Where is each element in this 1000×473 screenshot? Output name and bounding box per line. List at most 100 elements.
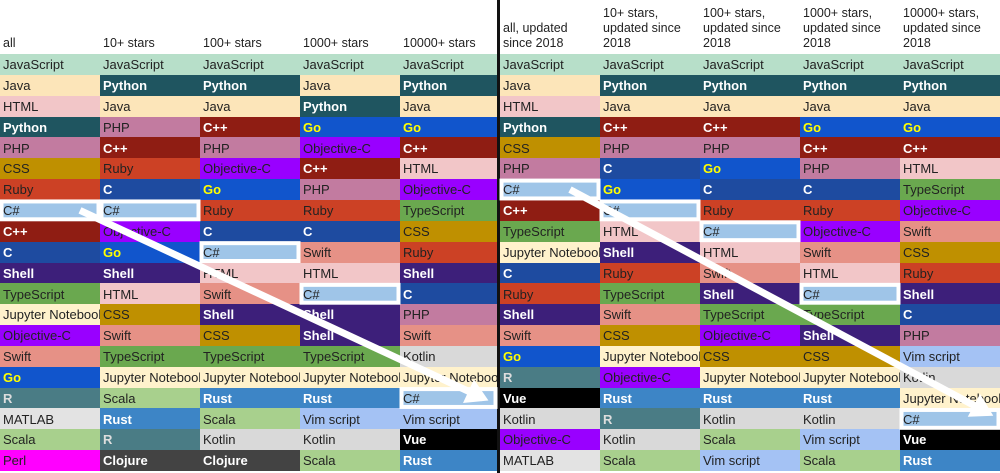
language-cell: Rust (800, 387, 900, 409)
column-header: 10000+ stars (400, 0, 497, 54)
language-cell: CSS (400, 220, 497, 243)
language-cell: Jupyter Notebook (300, 366, 400, 389)
language-cell: Python (100, 74, 200, 97)
language-cell: CSS (100, 304, 200, 326)
language-cell: PHP (600, 137, 700, 159)
language-cell: C (200, 220, 300, 243)
language-cell: TypeScript (500, 220, 600, 243)
language-cell: Python (800, 74, 900, 97)
language-cell: Swift (200, 283, 300, 305)
language-cell: Shell (600, 241, 700, 263)
language-cell: Java (300, 74, 400, 97)
language-cell: C# (100, 199, 200, 222)
language-cell: C (600, 158, 700, 180)
language-cell: PHP (100, 116, 200, 138)
language-cell: CSS (500, 137, 600, 159)
language-cell: Vue (500, 387, 600, 409)
language-cell: Python (400, 74, 497, 97)
language-cell: Objective-C (0, 325, 100, 347)
language-cell: Go (900, 116, 1000, 138)
language-cell: Kotlin (300, 429, 400, 451)
language-cell: PHP (300, 179, 400, 201)
language-cell: TypeScript (800, 304, 900, 326)
language-cell: Objective-C (300, 137, 400, 159)
language-cell: HTML (300, 262, 400, 284)
language-cell: Python (600, 74, 700, 97)
language-cell: Kotlin (600, 429, 700, 451)
language-cell: PHP (400, 304, 497, 326)
language-cell: Perl (0, 450, 100, 472)
language-cell: Java (400, 95, 497, 118)
language-cell: Go (200, 179, 300, 201)
language-cell: C++ (300, 158, 400, 180)
language-cell: Swift (700, 262, 800, 284)
language-cell: TypeScript (200, 345, 300, 368)
language-cell: HTML (800, 262, 900, 284)
language-cell: C (800, 179, 900, 201)
language-cell: CSS (800, 345, 900, 368)
language-cell: Vim script (400, 408, 497, 430)
language-cell: Objective-C (500, 429, 600, 451)
language-cell: Scala (700, 429, 800, 451)
language-cell: TypeScript (300, 345, 400, 368)
language-cell: Vim script (800, 429, 900, 451)
language-cell: C (500, 262, 600, 284)
language-cell: CSS (600, 325, 700, 347)
language-cell: JavaScript (600, 54, 700, 76)
language-cell: TypeScript (100, 345, 200, 368)
language-cell: Rust (600, 387, 700, 409)
language-cell: JavaScript (0, 54, 100, 76)
language-cell: Go (300, 116, 400, 138)
language-cell: C++ (500, 199, 600, 222)
language-cell: Rust (700, 387, 800, 409)
language-cell: Shell (800, 325, 900, 347)
language-cell: PHP (0, 137, 100, 159)
language-cell: C++ (0, 220, 100, 243)
language-cell: Kotlin (900, 366, 1000, 389)
language-cell: Java (600, 95, 700, 118)
language-cell: Scala (600, 450, 700, 472)
language-cell: Ruby (400, 241, 497, 263)
language-cell: CSS (700, 345, 800, 368)
language-cell: CSS (900, 241, 1000, 263)
language-cell: Objective-C (200, 158, 300, 180)
language-cell: PHP (500, 158, 600, 180)
language-cell: Swift (900, 220, 1000, 243)
language-cell: Ruby (100, 158, 200, 180)
column-header: 1000+ stars, updated since 2018 (800, 0, 900, 54)
language-cell: R (500, 366, 600, 389)
language-cell: C++ (600, 116, 700, 138)
language-cell: C# (400, 387, 497, 409)
language-cell: Vue (400, 429, 497, 451)
language-cell: Rust (400, 450, 497, 472)
column-header: 100+ stars, updated since 2018 (700, 0, 800, 54)
language-cell: C (900, 304, 1000, 326)
language-cell: R (100, 429, 200, 451)
language-cell: JavaScript (200, 54, 300, 76)
language-cell: Jupyter Notebook (0, 304, 100, 326)
language-cell: C# (500, 179, 600, 201)
language-cell: TypeScript (600, 283, 700, 305)
language-cell: Vim script (900, 345, 1000, 368)
language-cell: HTML (400, 158, 497, 180)
language-cell: Ruby (600, 262, 700, 284)
language-cell: C++ (800, 137, 900, 159)
language-cell: JavaScript (300, 54, 400, 76)
language-cell: Python (0, 116, 100, 138)
language-cell: Go (400, 116, 497, 138)
language-cell: C# (800, 283, 900, 305)
language-cell: HTML (600, 220, 700, 243)
language-cell: JavaScript (500, 54, 600, 76)
language-cell: C# (600, 199, 700, 222)
language-cell: Swift (300, 241, 400, 263)
language-cell: CSS (200, 325, 300, 347)
language-cell: Objective-C (400, 179, 497, 201)
language-cell: HTML (900, 158, 1000, 180)
language-cell: Rust (900, 450, 1000, 472)
language-cell: Go (500, 345, 600, 368)
language-cell: Swift (400, 325, 497, 347)
language-cell: Scala (0, 429, 100, 451)
language-cell: Jupyter Notebook (900, 387, 1000, 409)
language-cell: Vim script (300, 408, 400, 430)
language-cell: Swift (600, 304, 700, 326)
